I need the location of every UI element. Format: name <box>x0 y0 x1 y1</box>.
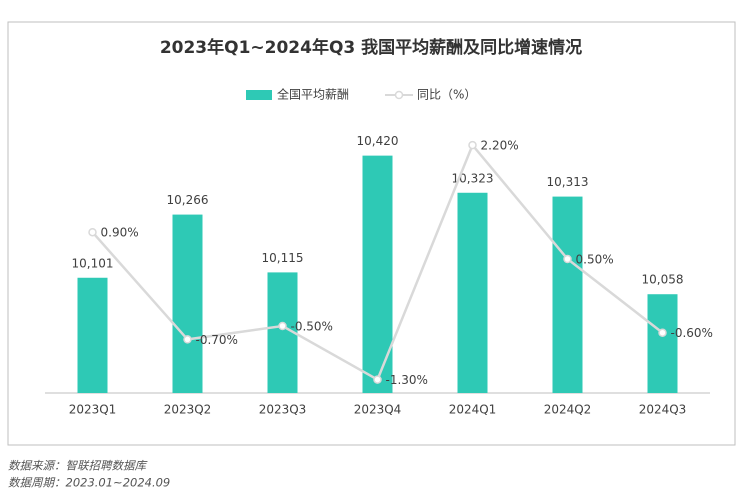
bar-value-label: 10,313 <box>547 175 589 189</box>
line-value-label: 0.50% <box>576 253 614 267</box>
source-note: 数据来源：智联招聘数据库 <box>8 459 148 473</box>
x-tick-label: 2023Q2 <box>164 403 212 417</box>
legend-swatch <box>246 90 272 100</box>
line-value-label: -0.70% <box>196 333 238 347</box>
legend-swatch <box>394 90 404 100</box>
line-point <box>278 321 287 331</box>
line-value-label: 2.20% <box>481 139 519 153</box>
line-point <box>373 375 382 384</box>
bar-value-label: 10,323 <box>452 171 494 185</box>
bar <box>172 214 203 393</box>
line-point <box>88 227 97 237</box>
x-tick-label: 2024Q1 <box>449 403 497 417</box>
line-point <box>658 328 667 337</box>
x-tick-label: 2023Q3 <box>259 403 307 417</box>
legend-label: 全国平均薪酬 <box>277 87 349 102</box>
bar-value-label: 10,115 <box>262 251 304 265</box>
x-tick-label: 2023Q4 <box>354 403 402 417</box>
line-value-label: -1.30% <box>386 373 428 387</box>
period-note: 数据周期：2023.01~2024.09 <box>8 476 170 490</box>
bar <box>362 155 393 393</box>
line-point <box>183 335 192 344</box>
x-tick-label: 2023Q1 <box>69 403 117 417</box>
bar <box>552 196 583 393</box>
bar-value-label: 10,058 <box>642 273 684 287</box>
chart-frame <box>7 21 736 446</box>
bar <box>457 192 488 393</box>
x-tick-label: 2024Q3 <box>639 403 687 417</box>
bar-value-label: 10,266 <box>167 193 209 207</box>
x-tick-label: 2024Q2 <box>544 403 592 417</box>
line-value-label: -0.50% <box>291 320 333 334</box>
bar-value-label: 10,420 <box>357 134 399 148</box>
bar <box>77 277 108 393</box>
line-value-label: -0.60% <box>671 326 713 340</box>
line-point <box>563 254 572 264</box>
bar-value-label: 10,101 <box>72 256 114 270</box>
legend-label: 同比（%） <box>417 88 476 102</box>
chart-title: 2023年Q1~2024年Q3 我国平均薪酬及同比增速情况 <box>160 37 582 58</box>
line-value-label: 0.90% <box>101 226 139 240</box>
line-point <box>468 140 477 150</box>
bar <box>647 294 678 393</box>
